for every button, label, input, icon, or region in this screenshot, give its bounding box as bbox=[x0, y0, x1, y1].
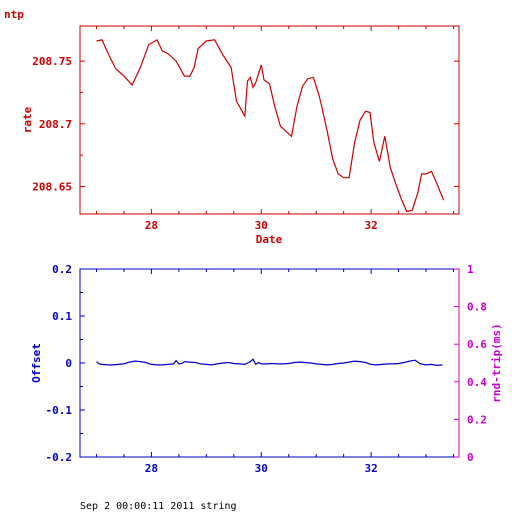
x-tick-label: 28 bbox=[145, 219, 158, 232]
rate-panel: ntp 28 30 32 208.65 208.7 208.75 rate Date bbox=[4, 8, 460, 246]
x-tick-label: 28 bbox=[145, 462, 158, 475]
y-tick-label: 0 bbox=[65, 357, 72, 370]
footer-timestamp: Sep 2 00:00:11 2011 string bbox=[80, 501, 237, 512]
y-tick-label: 208.7 bbox=[39, 118, 72, 131]
rate-y-ticks: 208.65 208.7 208.75 bbox=[32, 55, 459, 193]
offset-y-axis-label: Offset bbox=[30, 343, 43, 383]
offset-y-ticks: -0.2 -0.1 0 0.1 0.2 bbox=[46, 263, 85, 464]
y2-tick-label: 0.4 bbox=[467, 376, 487, 389]
offset-series-line bbox=[96, 358, 443, 367]
offset-x-ticks: 28 30 32 bbox=[145, 269, 378, 475]
rnd-trip-y-ticks: 0 0.2 0.4 0.6 0.8 1 bbox=[454, 263, 487, 464]
y-tick-label: 208.65 bbox=[32, 180, 72, 193]
x-tick-label: 32 bbox=[364, 219, 377, 232]
rate-series-line bbox=[96, 38, 445, 213]
y2-tick-label: 0 bbox=[467, 451, 474, 464]
y2-tick-label: 0.2 bbox=[467, 413, 487, 426]
rate-x-ticks: 28 30 32 bbox=[145, 26, 378, 232]
y-tick-label: 0.2 bbox=[52, 263, 72, 276]
y2-tick-label: 0.6 bbox=[467, 338, 487, 351]
chart-title: ntp bbox=[4, 8, 24, 21]
x-tick-label: 30 bbox=[255, 219, 268, 232]
x-tick-label: 32 bbox=[364, 462, 377, 475]
offset-panel: 28 30 32 -0.2 -0.1 0 0.1 0.2 0 0.2 0.4 0.6 0.8 1 Of… bbox=[30, 263, 503, 475]
y-tick-label: 0.1 bbox=[52, 310, 72, 323]
rate-plot-frame bbox=[79, 25, 460, 215]
rate-y-axis-label: rate bbox=[21, 106, 34, 133]
rate-minor-ticks bbox=[80, 26, 455, 214]
y2-tick-label: 1 bbox=[467, 263, 474, 276]
y-tick-label: -0.1 bbox=[46, 404, 73, 417]
offset-minor-ticks bbox=[80, 269, 455, 457]
x-tick-label: 30 bbox=[255, 462, 268, 475]
y-tick-label: 208.75 bbox=[32, 55, 72, 68]
y2-tick-label: 0.8 bbox=[467, 301, 487, 314]
rnd-trip-y-axis-label: rnd-trip(ms) bbox=[490, 323, 503, 402]
rate-x-axis-label: Date bbox=[256, 233, 283, 246]
y-tick-label: -0.2 bbox=[46, 451, 73, 464]
